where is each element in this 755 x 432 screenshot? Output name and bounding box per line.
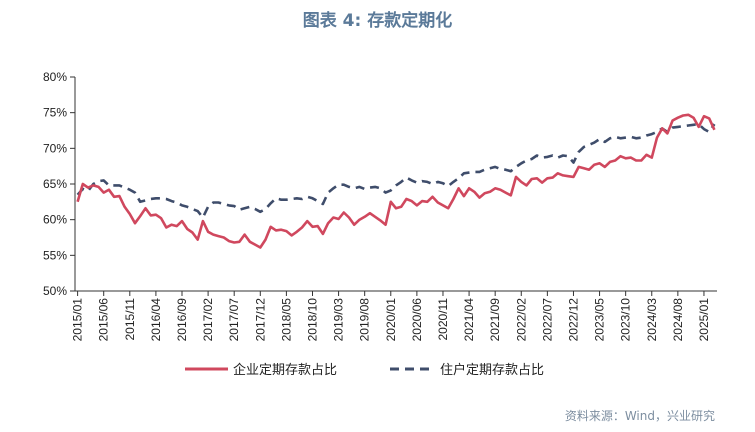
x-tick-label: 2018/05 [279,298,293,342]
x-tick-label: 2020/01 [384,298,398,342]
x-tick-label: 2017/12 [253,298,267,342]
legend: 企业定期存款占比 住户定期存款占比 [185,362,544,378]
chart-title: 图表 4: 存款定期化 [302,11,453,31]
y-tick-label: 65% [43,177,67,191]
series-enterprise-time-deposit-line [76,113,716,249]
x-tick-label: 2024/08 [671,298,685,342]
legend-label-household: 住户定期存款占比 [440,362,544,378]
x-tick-label: 2020/11 [436,298,450,341]
x-tick-label: 2016/09 [175,298,189,342]
x-tick-label: 2015/06 [97,298,111,342]
series-layer [76,113,716,249]
source-note: 资料来源：Wind，兴业研究 [564,409,715,423]
y-tick-label: 50% [43,284,67,298]
x-tick-label: 2021/09 [488,298,502,342]
y-tick-label: 80% [43,70,67,84]
x-tick-label: 2024/03 [645,298,659,342]
x-tick-label: 2018/10 [305,298,319,342]
x-tick-label: 2017/02 [201,298,215,342]
x-tick-label: 2022/02 [514,298,528,342]
x-tick-label: 2019/08 [358,298,372,342]
y-tick-label: 55% [43,248,67,262]
x-axis: 2015/01 2015/06 2015/11 2016/04 2016/09 2017/… [71,290,717,342]
x-tick-label: 2015/11 [123,298,137,341]
y-axis: 50% 55% 60% 65% 70% 75% 80% [43,70,76,298]
x-tick-label: 2022/07 [540,298,554,342]
x-tick-label: 2023/10 [619,298,633,342]
y-tick-label: 75% [43,106,67,120]
series-household-time-deposit-line [76,122,716,219]
y-tick-label: 60% [43,213,67,227]
x-tick-label: 2021/04 [462,298,476,342]
x-tick-label: 2016/04 [149,298,163,342]
x-tick-label: 2019/03 [332,298,346,342]
x-tick-label: 2015/01 [71,298,85,342]
x-tick-label: 2020/06 [410,298,424,342]
x-tick-label: 2023/05 [593,298,607,342]
x-tick-label: 2025/01 [697,298,711,342]
x-tick-label: 2017/07 [227,298,241,342]
x-tick-label: 2022/12 [566,298,580,342]
y-tick-label: 70% [43,141,67,155]
legend-label-enterprise: 企业定期存款占比 [233,362,337,378]
